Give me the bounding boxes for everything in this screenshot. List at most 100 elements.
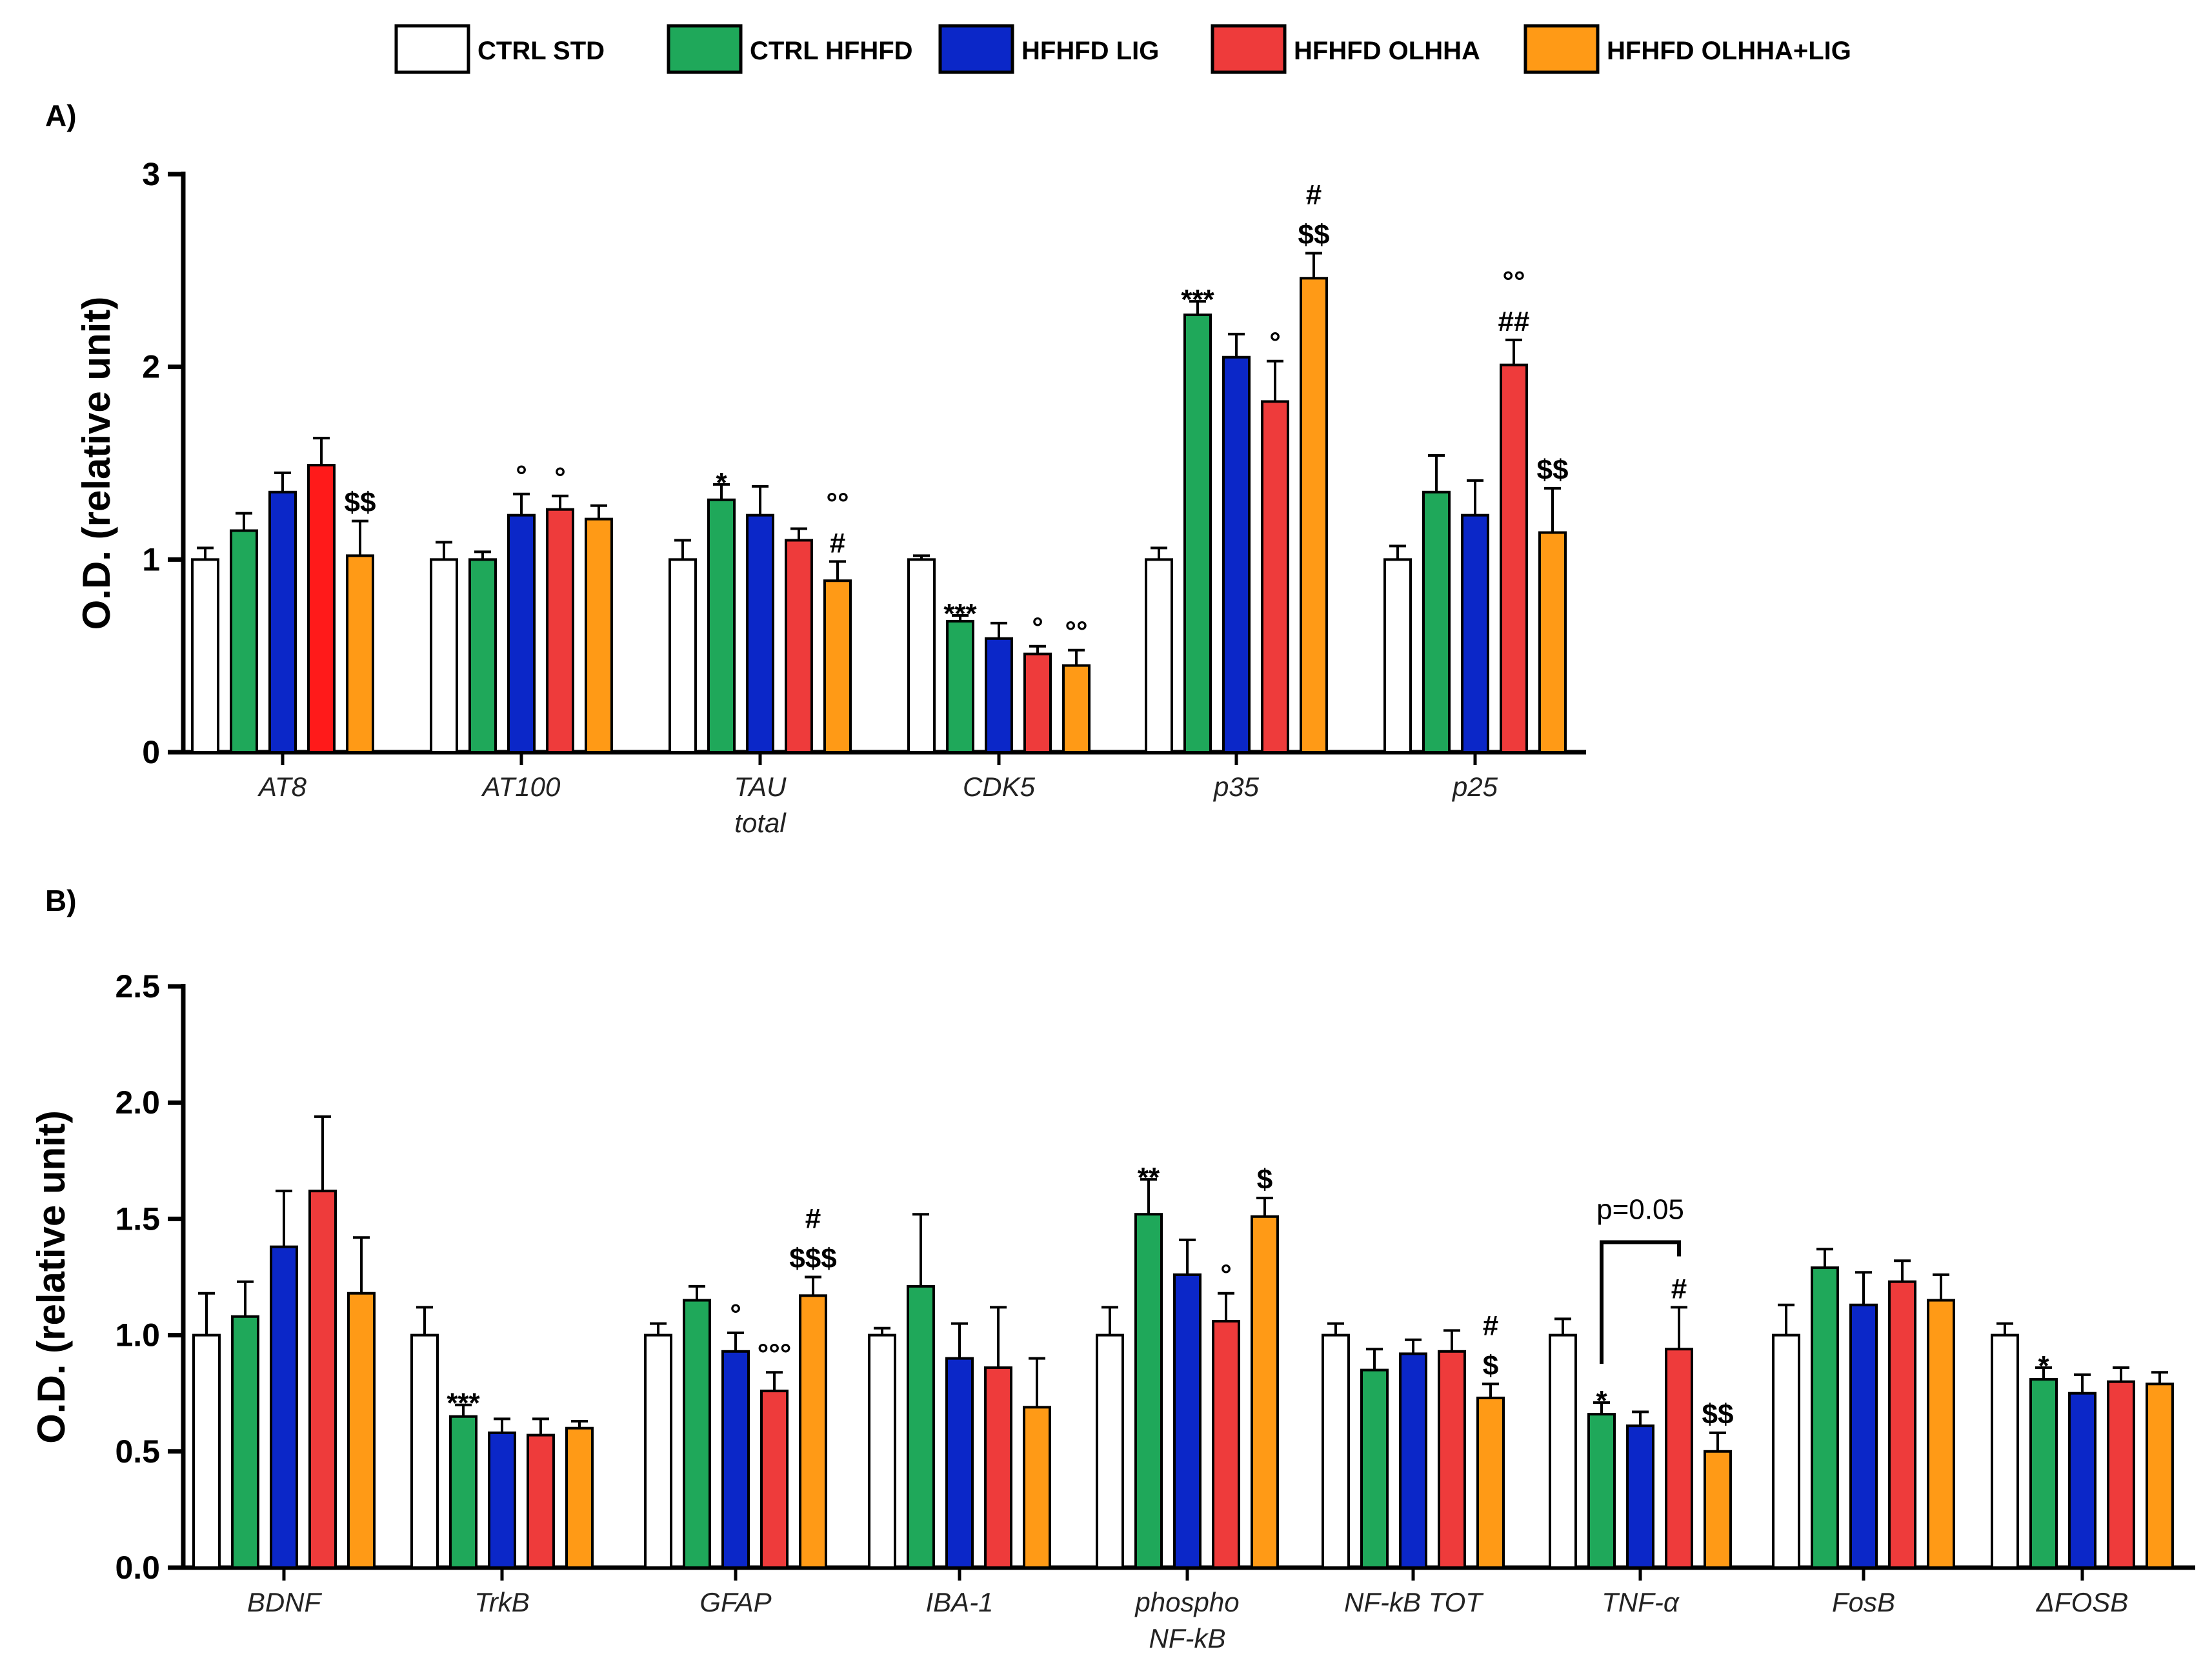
significance-marker: °: [730, 1299, 741, 1330]
bar-rect: [1399, 1352, 1427, 1569]
bar-rect: [2146, 1383, 2174, 1569]
bar-hfhfd-olhha-lig-bdnf: [347, 1236, 376, 1570]
bar-rect: [1173, 1273, 1202, 1569]
bar-hfhfd-olhha-at100: [546, 494, 574, 754]
y-tick-label: 1.0: [115, 1317, 160, 1353]
bar-rect: [1300, 277, 1328, 754]
bar-rect: [527, 1433, 555, 1570]
bar-hfhfd-lig-phospho-nf-kb: [1173, 1238, 1202, 1569]
category-label-at100: AT100: [481, 772, 561, 802]
bar-rect: [2107, 1380, 2135, 1569]
category-label-at8: AT8: [257, 772, 307, 802]
bar-rect: [270, 1245, 298, 1569]
bar-hfhfd-lig-gfap: [721, 1331, 750, 1569]
bar-ctrl-hfhfd-iba-1: [907, 1213, 935, 1570]
significance-marker: *: [2038, 1350, 2049, 1382]
y-tick-label: 0.0: [115, 1550, 160, 1586]
bar-rect: [1360, 1368, 1389, 1569]
bar-hfhfd-lig-fosb: [1849, 1271, 1878, 1570]
bar-ctrl-std-gfap: [644, 1322, 672, 1570]
bar-rect: [268, 490, 297, 754]
bar-rect: [2068, 1392, 2096, 1569]
bar-rect: [1183, 314, 1212, 754]
significance-marker: *: [716, 467, 727, 499]
y-tick-label: 1.5: [115, 1201, 160, 1237]
significance-marker: °°°: [758, 1338, 792, 1370]
bar-ctrl-std-phospho-nf-kb: [1096, 1306, 1124, 1570]
bar-rect: [346, 554, 374, 754]
category-label-phospho-nf-kb: phospho NF-kB: [1134, 1587, 1239, 1653]
bar-rect: [1422, 490, 1451, 754]
significance-marker: °: [1032, 612, 1043, 644]
category-label-iba-1: IBA-1: [925, 1587, 993, 1617]
legend-label-ctrl-hfhfd: CTRL HFHFD: [750, 37, 913, 65]
bar-ctrl-std-tau-total: [669, 539, 697, 754]
significance-marker: $: [1257, 1164, 1272, 1195]
bar-hfhfd-lig-trkb: [488, 1417, 516, 1570]
y-tick-label: 2.5: [115, 968, 160, 1004]
bar-hfhfd-olhha-lig-p35: [1300, 252, 1328, 754]
bar-rect: [644, 1333, 672, 1570]
bar-ctrl-hfhfd-trkb: [449, 1403, 478, 1569]
significance-marker: °°: [1065, 616, 1087, 648]
bar-rect: [907, 558, 936, 754]
bar-rect: [191, 558, 219, 754]
bar-rect: [1772, 1333, 1800, 1570]
significance-marker: #: [1306, 179, 1322, 210]
bar-rect: [1549, 1333, 1577, 1570]
bar-rect: [669, 558, 697, 754]
bar-rect: [488, 1431, 516, 1570]
bar-rect: [868, 1333, 896, 1570]
bar-hfhfd-olhha-lig-gfap: [799, 1275, 827, 1570]
legend-label-hfhfd-olhha-lig: HFHFD OLHHA+LIG: [1607, 37, 1851, 65]
bar-hfhfd-olhha-phospho-nf-kb: [1212, 1292, 1240, 1569]
bar-hfhfd-olhha-fosb: [2107, 1366, 2135, 1569]
y-tick-label: 0: [142, 734, 160, 770]
panel-a: A) O.D. (relative unit) 0 1 2 3 AT8 AT100 TAU tot…: [45, 99, 1586, 838]
bracket-label: p=0.05: [1596, 1193, 1684, 1225]
significance-marker: $$: [1298, 219, 1330, 250]
category-label-tnf: TNF-α: [1602, 1587, 1680, 1617]
bar-rect: [1500, 363, 1528, 754]
bar-hfhfd-lig-p25: [1461, 479, 1489, 754]
legend-label-hfhfd-lig: HFHFD LIG: [1021, 37, 1159, 65]
bracket-line: [1600, 1240, 1681, 1364]
significance-marker: #: [830, 527, 845, 559]
bar-hfhfd-lig-bdnf: [270, 1190, 298, 1569]
bar-ctrl-std-p35: [1145, 546, 1173, 754]
bar-hfhfd-olhha-gfap: [760, 1371, 789, 1569]
y-axis-label: O.D. (relative unit): [75, 297, 118, 630]
legend-swatch-ctrl-std: [394, 24, 470, 74]
significance-marker: °: [516, 460, 527, 492]
category-label-cdk5: CDK5: [963, 772, 1036, 802]
bar-rect: [231, 1315, 259, 1569]
bar-hfhfd-lig-at8: [268, 471, 297, 754]
bar-rect: [585, 517, 613, 754]
bar-rect: [984, 1366, 1012, 1569]
bar-ctrl-std-at100: [430, 541, 458, 754]
significance-marker: °: [1269, 327, 1281, 359]
panel-b: B) O.D. (relative unit) 0.0 0.5 1.0 1.5 2.0 2.5…: [30, 884, 2195, 1653]
significance-marker: **: [1138, 1162, 1160, 1193]
bar-rect: [307, 463, 336, 754]
bar-rect: [946, 619, 974, 754]
bar-hfhfd-lig-tnf: [1626, 1410, 1654, 1569]
bar-hfhfd-olhha-nf-kb-tot: [1438, 1329, 1466, 1569]
bar-rect: [308, 1190, 337, 1569]
bar-rect: [907, 1284, 935, 1570]
bar-ctrl-hfhfd-bdnf: [231, 1280, 259, 1569]
bar-rect: [823, 579, 852, 754]
bar-ctrl-hfhfd-gfap: [683, 1284, 711, 1570]
significance-marker: °: [554, 462, 566, 494]
bar-hfhfd-olhha-bdnf: [308, 1115, 337, 1569]
category-label-trkb: TrkB: [474, 1587, 530, 1617]
bar-ctrl-hfhfd-at8: [230, 512, 258, 754]
significance-marker: $: [1483, 1350, 1498, 1381]
bar-rect: [1096, 1333, 1124, 1570]
bar-rect: [1212, 1319, 1240, 1569]
bar-hfhfd-olhha-iba-1: [984, 1306, 1012, 1569]
bar-ctrl-hfhfd-phospho-nf-kb: [1134, 1178, 1163, 1569]
comparison-bracket: p=0.05: [1596, 1193, 1684, 1364]
bar-rect: [1888, 1280, 1916, 1569]
bar-rect: [760, 1390, 789, 1569]
